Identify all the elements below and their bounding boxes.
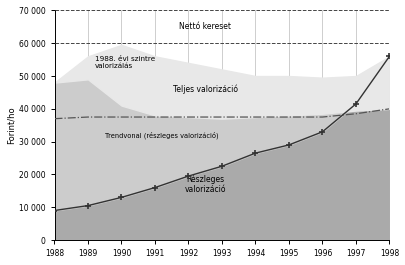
Y-axis label: Forint/ho: Forint/ho: [7, 107, 16, 144]
Text: Nettó kereset: Nettó kereset: [179, 22, 231, 31]
Text: Részleges
valorizáció: Részleges valorizáció: [184, 174, 226, 194]
Text: Trendvonal (részleges valorizáció): Trendvonal (részleges valorizáció): [104, 131, 218, 139]
Text: 1988. évi szintre
valorizálás: 1988. évi szintre valorizálás: [94, 56, 155, 69]
Text: Teljes valorizáció: Teljes valorizáció: [172, 85, 237, 94]
